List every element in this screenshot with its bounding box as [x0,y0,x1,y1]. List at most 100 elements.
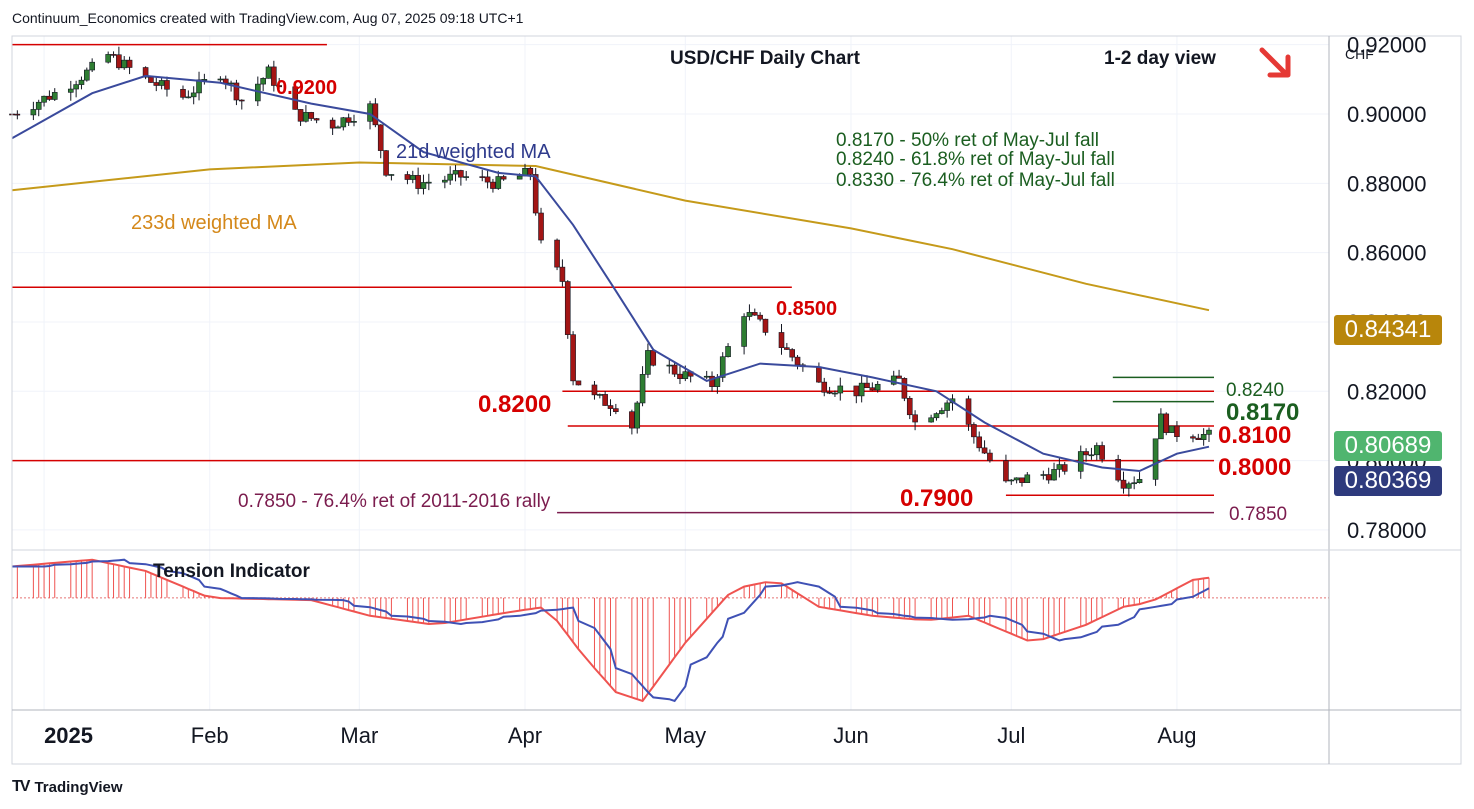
price-tag-last: 0.80689 [1334,431,1442,461]
candle-body [976,436,983,449]
level-label-0-8100: 0.8100 [1218,422,1291,449]
candle-body [1099,445,1105,460]
candle [709,371,715,392]
levels-group [12,43,1214,514]
time-tick-label: Apr [508,723,542,748]
candle [490,178,496,193]
candle [677,366,683,385]
candle-body [164,80,170,90]
candle-body [51,92,58,100]
candle [607,399,614,416]
candle-body [559,266,566,282]
candle-body [238,99,245,102]
candle [495,170,502,190]
candle-body [554,239,560,268]
candle-body [121,59,128,69]
candle-body [228,82,234,85]
candle [874,381,881,393]
candle-body [751,312,758,316]
candle-body [874,383,881,391]
candle-body [677,373,683,379]
candle-body [105,54,111,63]
candle-body [271,66,277,86]
candle [1126,481,1132,497]
candle-body [420,182,427,189]
candle [41,95,47,107]
level-label-0-8500: 0.8500 [776,298,837,320]
level-label-0-8170: 0.8170 [1226,399,1299,426]
candle [1024,472,1031,483]
candle-body [153,82,160,86]
candle [784,342,790,350]
candle [639,366,646,407]
candle-body [1195,437,1202,440]
candle [1003,454,1009,483]
candle-body [1008,479,1015,482]
candle [527,166,534,181]
candle [794,355,801,370]
candle-body [527,167,534,175]
candle-body [858,382,865,397]
candle-body [265,66,272,79]
candle [303,105,309,123]
candle [928,414,934,423]
candle-body [388,174,395,176]
candle [463,170,470,181]
candle [597,393,603,399]
candle-body [987,452,993,461]
view-label: 1-2 day view [1104,48,1216,69]
candle [479,169,486,182]
candle [837,377,844,401]
candle-body [329,119,336,129]
candle-body [14,113,21,116]
candle-body [367,103,373,122]
candle-body [570,334,576,382]
candle-body [837,385,844,394]
candle [201,73,208,85]
candle-body [148,76,154,83]
level-label-0-7850: 0.7850 [1229,504,1287,525]
candle-body [1126,483,1132,489]
candle [741,313,747,355]
price-tick-label: 0.86000 [1347,241,1427,266]
candle-body [292,86,299,110]
candle [297,109,304,126]
candle [602,391,608,406]
candle-body [1045,474,1052,481]
candle-body [73,84,79,90]
candle [67,80,74,101]
indicator-fast-line [11,558,1210,703]
candle [158,77,165,90]
candle [538,207,544,244]
fib-annotation: 0.8240 - 61.8% ret of May-Jul fall [836,149,1115,170]
candle [944,400,950,418]
candle-body [404,174,411,180]
candle-body [981,447,988,454]
fib-annotation: 0.7850 - 76.4% ret of 2011-2016 rally [238,491,551,512]
candle-body [853,385,860,397]
candle [564,280,571,339]
candle [260,77,266,91]
candle-body [409,175,416,180]
candle [912,410,918,431]
candle [313,117,320,124]
tradingview-logo[interactable]: TV TradingView [12,778,123,796]
candle-body [789,349,795,358]
candle [532,168,539,216]
candle [142,66,149,80]
candle-body [613,408,619,412]
candle-body [901,378,908,399]
candle-body [46,95,53,100]
candle [853,385,860,404]
candle [976,431,983,452]
candle-body [575,380,582,386]
price-tick-label: 0.90000 [1347,102,1427,127]
candle [116,46,122,70]
candle [484,169,491,189]
level-label-0-8200: 0.8200 [478,391,551,418]
candle [383,150,389,177]
candle [1174,421,1180,442]
candle [1200,428,1207,446]
